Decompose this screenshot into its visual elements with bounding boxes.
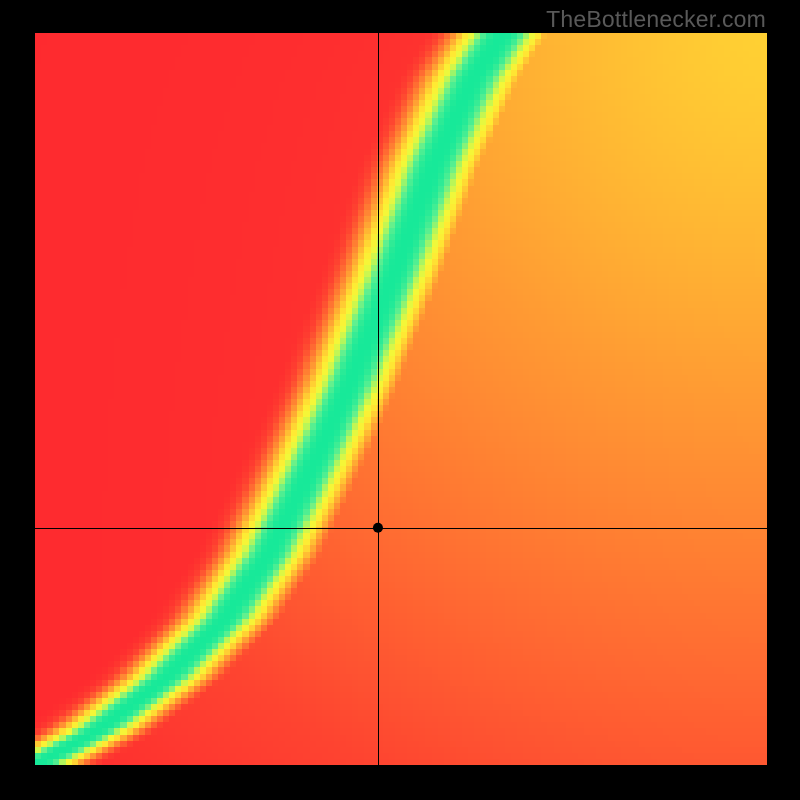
bottleneck-heatmap [35, 33, 767, 765]
watermark-text: TheBottlenecker.com [546, 6, 766, 33]
figure-container: TheBottlenecker.com [0, 0, 800, 800]
